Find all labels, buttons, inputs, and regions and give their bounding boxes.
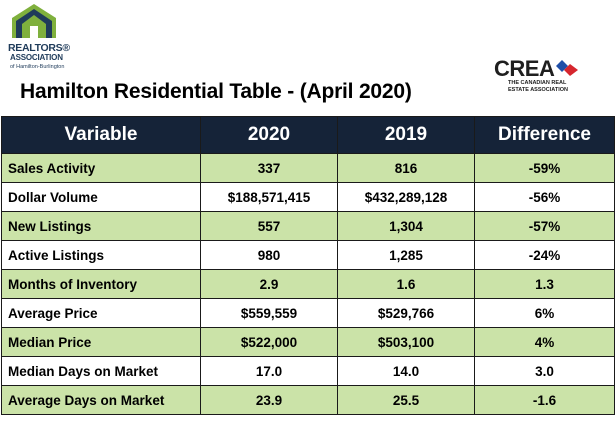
logo-line-region: of Hamilton-Burlington bbox=[10, 64, 65, 70]
table-row: Dollar Volume $188,571,415 $432,289,128 … bbox=[1, 182, 615, 212]
cell-difference: -59% bbox=[474, 153, 615, 183]
crea-subtitle-2: ESTATE ASSOCIATION bbox=[508, 87, 568, 93]
page-title: Hamilton Residential Table - (April 2020… bbox=[20, 80, 412, 103]
cell-2020: $188,571,415 bbox=[200, 182, 338, 212]
crea-wordmark: CREA bbox=[494, 56, 555, 81]
cell-difference: -1.6 bbox=[474, 385, 615, 415]
crea-diamond-icon bbox=[556, 60, 578, 76]
realtors-association-logo: REALTORS® ASSOCIATION of Hamilton-Burlin… bbox=[8, 2, 74, 78]
cell-variable: New Listings bbox=[1, 211, 201, 241]
residential-stats-table: Variable 2020 2019 Difference Sales Acti… bbox=[1, 116, 615, 415]
crea-subtitle-1: THE CANADIAN REAL bbox=[508, 80, 567, 86]
cell-2019: $432,289,128 bbox=[337, 182, 475, 212]
table-row: Sales Activity 337 816 -59% bbox=[1, 153, 615, 183]
cell-variable: Sales Activity bbox=[1, 153, 201, 183]
cell-difference: 3.0 bbox=[474, 356, 615, 386]
table-row: Months of Inventory 2.9 1.6 1.3 bbox=[1, 269, 615, 299]
table-header-row: Variable 2020 2019 Difference bbox=[1, 116, 615, 154]
table-row: Median Days on Market 17.0 14.0 3.0 bbox=[1, 356, 615, 386]
house-roof-icon bbox=[12, 4, 56, 38]
cell-2019: 1.6 bbox=[337, 269, 475, 299]
header-2019: 2019 bbox=[337, 116, 475, 154]
cell-difference: 6% bbox=[474, 298, 615, 328]
logo-line-realtors: REALTORS® bbox=[8, 42, 70, 54]
cell-2019: $529,766 bbox=[337, 298, 475, 328]
table-row: New Listings 557 1,304 -57% bbox=[1, 211, 615, 241]
table-row: Active Listings 980 1,285 -24% bbox=[1, 240, 615, 270]
cell-2019: 25.5 bbox=[337, 385, 475, 415]
cell-variable: Months of Inventory bbox=[1, 269, 201, 299]
cell-2019: 1,304 bbox=[337, 211, 475, 241]
cell-2020: $559,559 bbox=[200, 298, 338, 328]
header-variable: Variable bbox=[1, 116, 201, 154]
cell-difference: -56% bbox=[474, 182, 615, 212]
cell-2020: 557 bbox=[200, 211, 338, 241]
cell-variable: Average Price bbox=[1, 298, 201, 328]
cell-variable: Dollar Volume bbox=[1, 182, 201, 212]
cell-2019: 816 bbox=[337, 153, 475, 183]
table-row: Average Days on Market 23.9 25.5 -1.6 bbox=[1, 385, 615, 415]
header-2020: 2020 bbox=[200, 116, 338, 154]
cell-2020: 17.0 bbox=[200, 356, 338, 386]
logo-line-association: ASSOCIATION bbox=[10, 53, 63, 62]
cell-2020: $522,000 bbox=[200, 327, 338, 357]
table-row: Average Price $559,559 $529,766 6% bbox=[1, 298, 615, 328]
cell-difference: 4% bbox=[474, 327, 615, 357]
cell-variable: Average Days on Market bbox=[1, 385, 201, 415]
cell-2019: 14.0 bbox=[337, 356, 475, 386]
cell-2020: 23.9 bbox=[200, 385, 338, 415]
cell-2020: 980 bbox=[200, 240, 338, 270]
cell-difference: -57% bbox=[474, 211, 615, 241]
cell-difference: 1.3 bbox=[474, 269, 615, 299]
header-difference: Difference bbox=[474, 116, 615, 154]
cell-variable: Median Price bbox=[1, 327, 201, 357]
cell-2019: 1,285 bbox=[337, 240, 475, 270]
cell-difference: -24% bbox=[474, 240, 615, 270]
cell-2020: 337 bbox=[200, 153, 338, 183]
cell-variable: Median Days on Market bbox=[1, 356, 201, 386]
cell-variable: Active Listings bbox=[1, 240, 201, 270]
cell-2020: 2.9 bbox=[200, 269, 338, 299]
cell-2019: $503,100 bbox=[337, 327, 475, 357]
table-row: Median Price $522,000 $503,100 4% bbox=[1, 327, 615, 357]
crea-logo: CREA THE CANADIAN REAL ESTATE ASSOCIATIO… bbox=[494, 56, 584, 96]
